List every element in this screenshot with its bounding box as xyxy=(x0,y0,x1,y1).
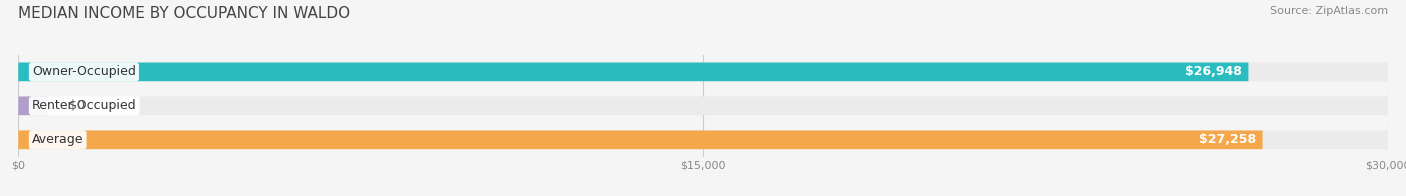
FancyBboxPatch shape xyxy=(18,63,1249,81)
FancyBboxPatch shape xyxy=(18,63,1388,81)
Text: $27,258: $27,258 xyxy=(1198,133,1256,146)
Text: $26,948: $26,948 xyxy=(1185,65,1241,78)
Text: Average: Average xyxy=(32,133,83,146)
FancyBboxPatch shape xyxy=(18,96,1388,115)
Text: $0: $0 xyxy=(69,99,84,112)
FancyBboxPatch shape xyxy=(18,131,1263,149)
FancyBboxPatch shape xyxy=(18,96,48,115)
FancyBboxPatch shape xyxy=(18,131,1388,149)
Text: Source: ZipAtlas.com: Source: ZipAtlas.com xyxy=(1270,6,1388,16)
Text: Renter-Occupied: Renter-Occupied xyxy=(32,99,136,112)
Text: Owner-Occupied: Owner-Occupied xyxy=(32,65,136,78)
Text: MEDIAN INCOME BY OCCUPANCY IN WALDO: MEDIAN INCOME BY OCCUPANCY IN WALDO xyxy=(18,6,350,21)
